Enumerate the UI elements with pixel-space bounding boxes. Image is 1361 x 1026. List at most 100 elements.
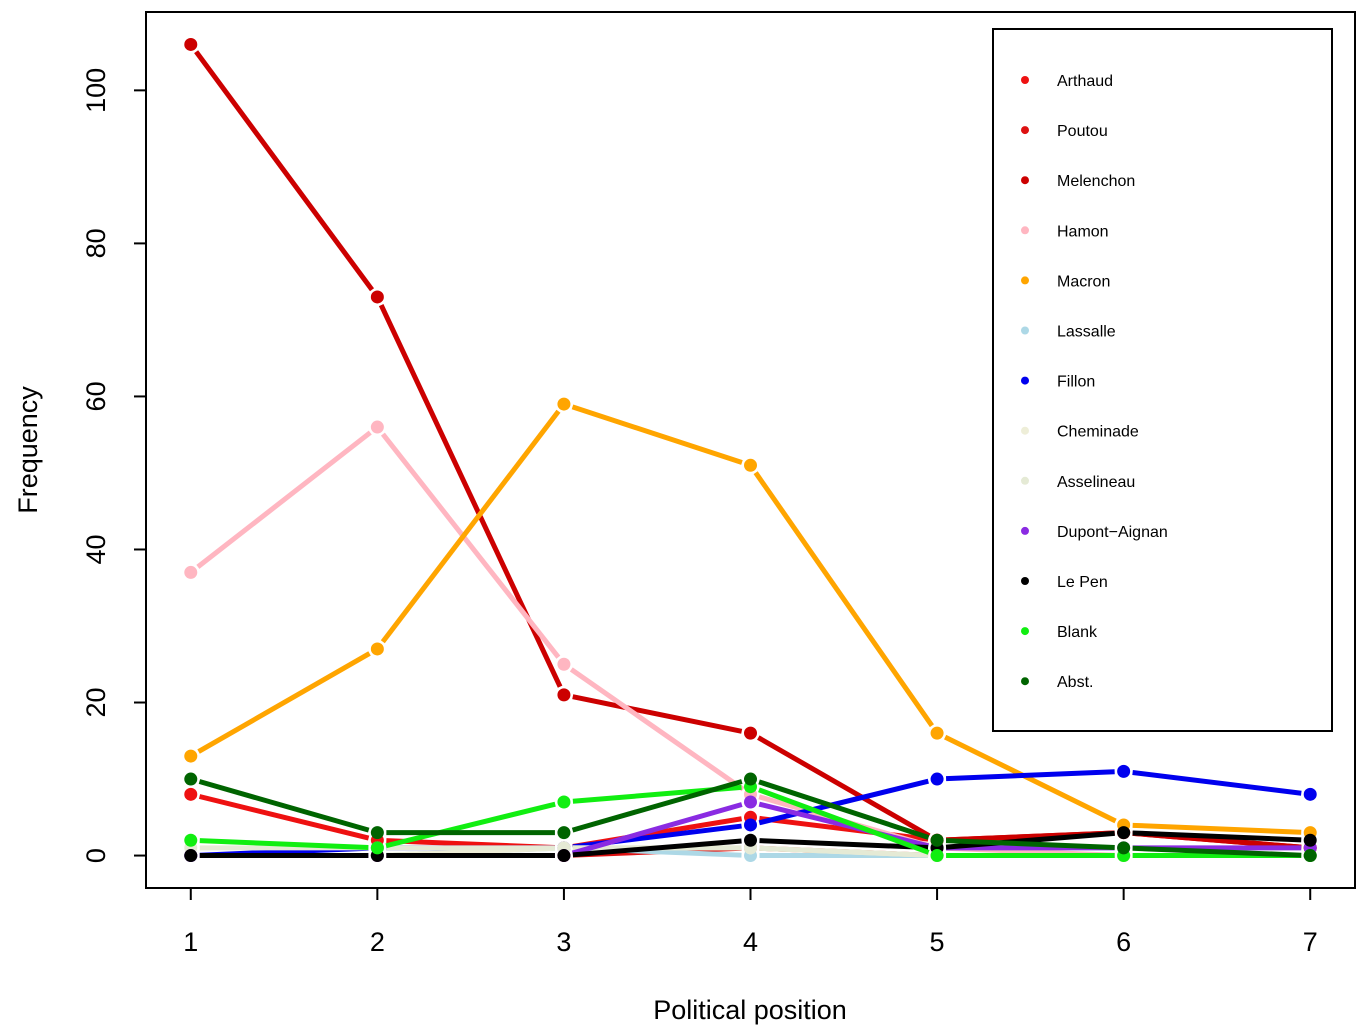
data-point bbox=[184, 849, 198, 863]
legend-marker bbox=[1021, 326, 1029, 335]
series-segment bbox=[571, 779, 743, 833]
y-tick-label: 20 bbox=[81, 687, 111, 717]
x-tick-label: 5 bbox=[930, 927, 945, 957]
legend-label: Lassalle bbox=[1057, 324, 1116, 341]
legend-marker bbox=[1021, 176, 1029, 185]
y-tick-label: 40 bbox=[81, 534, 111, 564]
series-segment bbox=[759, 838, 929, 851]
x-tick-label: 2 bbox=[370, 927, 385, 957]
legend-box bbox=[992, 28, 1333, 732]
series-segment bbox=[758, 779, 930, 840]
legend-label: Le Pen bbox=[1057, 574, 1108, 591]
y-axis: 0 20 40 60 80 100 bbox=[81, 68, 147, 863]
data-point bbox=[557, 795, 571, 809]
legend-label: Abst. bbox=[1057, 674, 1093, 691]
data-point bbox=[370, 420, 384, 434]
legend-label: Arthaud bbox=[1057, 73, 1113, 90]
data-point bbox=[557, 688, 571, 702]
data-point bbox=[930, 726, 944, 740]
series-layer bbox=[184, 37, 1317, 863]
legend-label: Cheminade bbox=[1057, 424, 1139, 441]
data-point bbox=[744, 458, 757, 472]
legend-label: Macron bbox=[1057, 273, 1110, 290]
series-abst bbox=[184, 772, 1317, 863]
data-point bbox=[184, 833, 198, 847]
x-tick-label: 4 bbox=[743, 927, 758, 957]
data-point bbox=[184, 787, 198, 801]
data-point bbox=[557, 826, 571, 840]
legend-marker bbox=[1021, 627, 1029, 636]
legend-marker bbox=[1021, 577, 1029, 585]
series-segment bbox=[1132, 822, 1302, 835]
data-point bbox=[184, 772, 198, 786]
series-segment bbox=[758, 778, 929, 826]
series-segment bbox=[758, 801, 929, 849]
y-tick-label: 80 bbox=[81, 228, 111, 258]
y-axis-title: Frequency bbox=[13, 386, 43, 514]
series-segment bbox=[380, 409, 561, 644]
series-segment bbox=[380, 432, 561, 659]
series-segment bbox=[759, 845, 929, 858]
y-tick-label: 0 bbox=[81, 848, 111, 863]
series-segment bbox=[753, 471, 934, 728]
data-point bbox=[557, 397, 571, 411]
data-point bbox=[184, 565, 198, 579]
legend-marker bbox=[1021, 276, 1029, 285]
series-segment bbox=[194, 50, 375, 292]
series-segment bbox=[945, 830, 1115, 850]
series-le-pen bbox=[184, 826, 1317, 863]
legend-label: Hamon bbox=[1057, 223, 1109, 240]
y-tick-label: 60 bbox=[81, 381, 111, 411]
data-point bbox=[557, 657, 571, 671]
x-tick-label: 7 bbox=[1303, 927, 1318, 957]
data-point bbox=[744, 795, 757, 809]
legend-marker bbox=[1021, 426, 1029, 435]
legend-label: Dupont−Aignan bbox=[1057, 524, 1168, 541]
data-point bbox=[184, 37, 198, 51]
data-point bbox=[1117, 841, 1131, 855]
series-segment bbox=[571, 404, 743, 465]
legend-label: Poutou bbox=[1057, 123, 1108, 140]
series-macron bbox=[184, 397, 1317, 840]
series-segment bbox=[758, 787, 930, 855]
legend-marker bbox=[1021, 376, 1029, 385]
data-point bbox=[930, 833, 944, 847]
series-segment bbox=[569, 667, 745, 792]
legend-label: Blank bbox=[1057, 624, 1098, 641]
data-point bbox=[370, 826, 384, 840]
x-tick-label: 3 bbox=[556, 927, 571, 957]
data-point bbox=[1117, 764, 1131, 778]
legend-marker bbox=[1021, 526, 1029, 535]
series-melenchon bbox=[184, 37, 1317, 855]
data-point bbox=[370, 290, 384, 304]
legend: Arthaud Poutou Melenchon Hamon Macron Lassall… bbox=[992, 28, 1333, 732]
series-segment bbox=[385, 801, 556, 849]
legend-marker bbox=[1021, 226, 1029, 235]
series-segment bbox=[1132, 830, 1302, 843]
legend-marker bbox=[1021, 76, 1029, 84]
data-point bbox=[1303, 849, 1317, 863]
series-segment bbox=[196, 430, 372, 569]
series-segment bbox=[945, 838, 1115, 851]
legend-label: Melenchon bbox=[1057, 173, 1135, 190]
legend-marker bbox=[1021, 126, 1029, 135]
legend-label: Asselineau bbox=[1057, 474, 1135, 491]
series-segment bbox=[198, 794, 370, 841]
series-segment bbox=[1132, 770, 1302, 796]
x-axis: 1 2 3 4 5 6 7 bbox=[183, 887, 1318, 957]
y-tick-label: 100 bbox=[81, 68, 111, 113]
series-segment bbox=[199, 838, 369, 851]
legend-marker bbox=[1021, 677, 1029, 686]
data-point bbox=[930, 849, 944, 863]
series-segment bbox=[945, 769, 1115, 782]
series-segment bbox=[198, 779, 370, 833]
series-segment bbox=[378, 304, 563, 688]
series-segment bbox=[944, 734, 1117, 824]
legend-marker bbox=[1021, 476, 1029, 485]
series-segment bbox=[572, 838, 742, 858]
data-point bbox=[370, 841, 384, 855]
data-point bbox=[744, 818, 757, 832]
data-point bbox=[744, 833, 757, 847]
x-tick-label: 1 bbox=[183, 927, 198, 957]
